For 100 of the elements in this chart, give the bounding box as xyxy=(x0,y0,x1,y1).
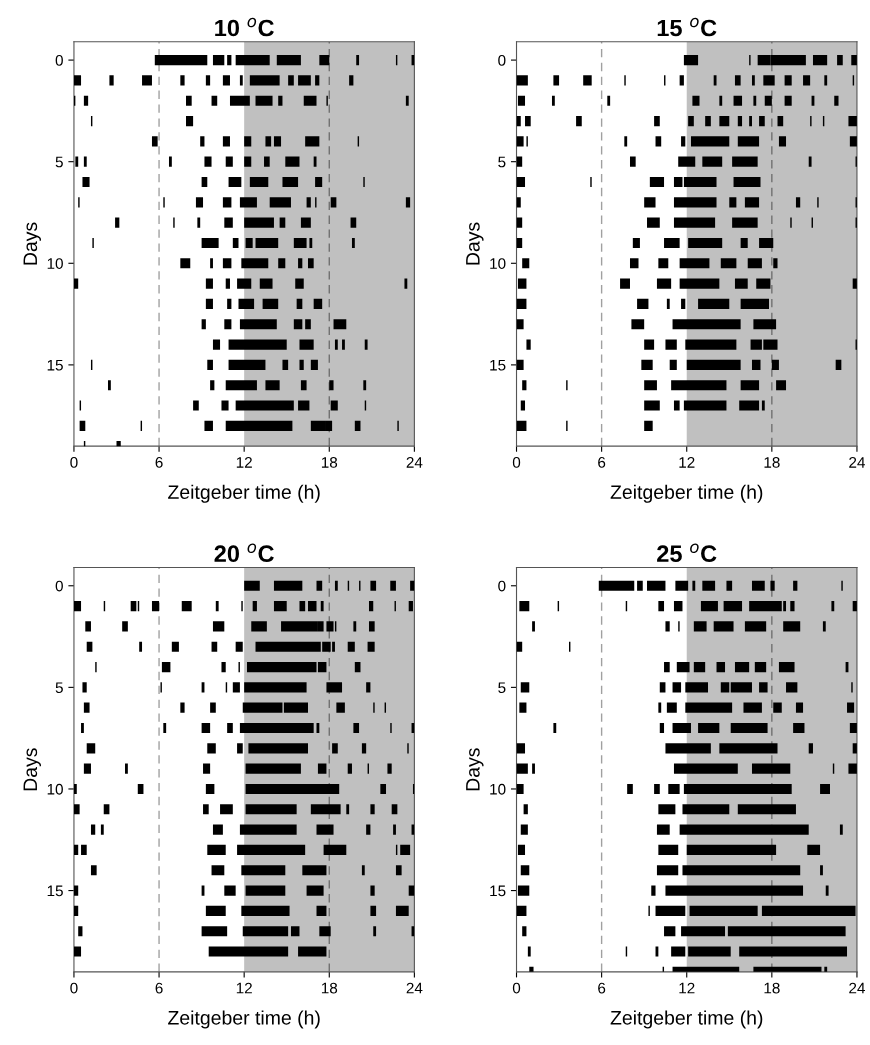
bar xyxy=(673,217,716,228)
bar xyxy=(180,702,185,713)
bar xyxy=(122,621,128,632)
bar xyxy=(784,75,792,86)
bar xyxy=(115,217,120,228)
bar xyxy=(395,865,402,876)
bar xyxy=(698,298,730,310)
bar xyxy=(658,702,662,713)
bar xyxy=(520,400,526,411)
bar xyxy=(516,197,521,208)
bar xyxy=(516,115,521,127)
bar xyxy=(363,380,367,391)
bar xyxy=(519,601,530,612)
bar xyxy=(201,926,228,937)
bar xyxy=(400,844,411,856)
bar xyxy=(228,176,242,188)
bar xyxy=(82,176,90,188)
bar xyxy=(171,641,179,652)
bar xyxy=(824,75,828,86)
bar xyxy=(519,702,527,713)
bar xyxy=(753,95,757,106)
x-tick-label: 0 xyxy=(70,982,78,994)
bar xyxy=(227,722,233,734)
bar xyxy=(222,136,230,147)
bar xyxy=(235,641,243,652)
bar xyxy=(229,95,250,106)
bar xyxy=(631,319,645,330)
bar xyxy=(658,844,679,856)
bar xyxy=(517,885,530,896)
bar xyxy=(181,601,192,612)
bar xyxy=(698,722,720,734)
bar xyxy=(679,258,710,269)
bar xyxy=(370,905,377,916)
bar xyxy=(732,217,758,228)
x-tick-label: 0 xyxy=(512,456,521,468)
bar xyxy=(516,743,526,754)
bar xyxy=(73,601,82,612)
bar xyxy=(210,380,215,391)
bar xyxy=(672,722,691,734)
bar xyxy=(207,844,226,856)
bar xyxy=(288,75,294,86)
y-tick-label: 10 xyxy=(490,783,506,795)
x-tick-label: 0 xyxy=(70,456,78,468)
bar xyxy=(666,298,670,310)
bar xyxy=(668,783,680,795)
x-axis-title: Zeitgeber time (h) xyxy=(168,484,320,503)
bar xyxy=(201,319,206,330)
bar xyxy=(656,278,672,289)
bar xyxy=(644,380,657,391)
bar xyxy=(210,702,216,713)
bar xyxy=(803,75,811,86)
bar xyxy=(516,763,528,774)
bar xyxy=(664,237,680,249)
bar xyxy=(679,278,720,289)
bar xyxy=(244,217,274,228)
bar xyxy=(831,601,835,612)
bar xyxy=(222,75,230,86)
bar xyxy=(299,339,314,350)
bar xyxy=(773,702,782,713)
bar xyxy=(671,946,686,957)
y-tick-label: 15 xyxy=(490,359,506,371)
bar xyxy=(516,136,524,147)
bar xyxy=(204,156,212,167)
bar xyxy=(319,55,330,66)
bar xyxy=(308,601,317,612)
bar xyxy=(685,702,733,713)
bar xyxy=(682,804,730,815)
bar xyxy=(273,580,303,591)
bar xyxy=(285,156,300,167)
bar xyxy=(212,824,223,835)
bar xyxy=(368,621,375,632)
bar xyxy=(532,763,535,774)
bar xyxy=(73,278,79,289)
bar xyxy=(302,865,327,876)
bar xyxy=(759,682,768,693)
bar xyxy=(282,359,289,370)
bar xyxy=(632,237,640,249)
bar xyxy=(770,580,775,591)
bar xyxy=(73,946,82,957)
bar xyxy=(672,319,741,330)
bar xyxy=(669,359,677,370)
bar xyxy=(820,865,823,876)
bar xyxy=(278,95,283,106)
bar xyxy=(163,722,167,734)
bar xyxy=(759,237,774,249)
bar xyxy=(729,197,737,208)
bar xyxy=(786,682,798,693)
bar xyxy=(83,763,91,774)
bar xyxy=(553,722,557,734)
bar xyxy=(393,824,396,835)
bar xyxy=(848,115,857,127)
bar xyxy=(81,722,84,734)
bar xyxy=(83,156,87,167)
bar xyxy=(364,339,368,350)
bar xyxy=(679,75,684,86)
bar xyxy=(205,783,215,795)
bar xyxy=(671,380,727,391)
bar xyxy=(370,885,375,896)
bar xyxy=(310,359,318,370)
bar xyxy=(83,95,89,106)
